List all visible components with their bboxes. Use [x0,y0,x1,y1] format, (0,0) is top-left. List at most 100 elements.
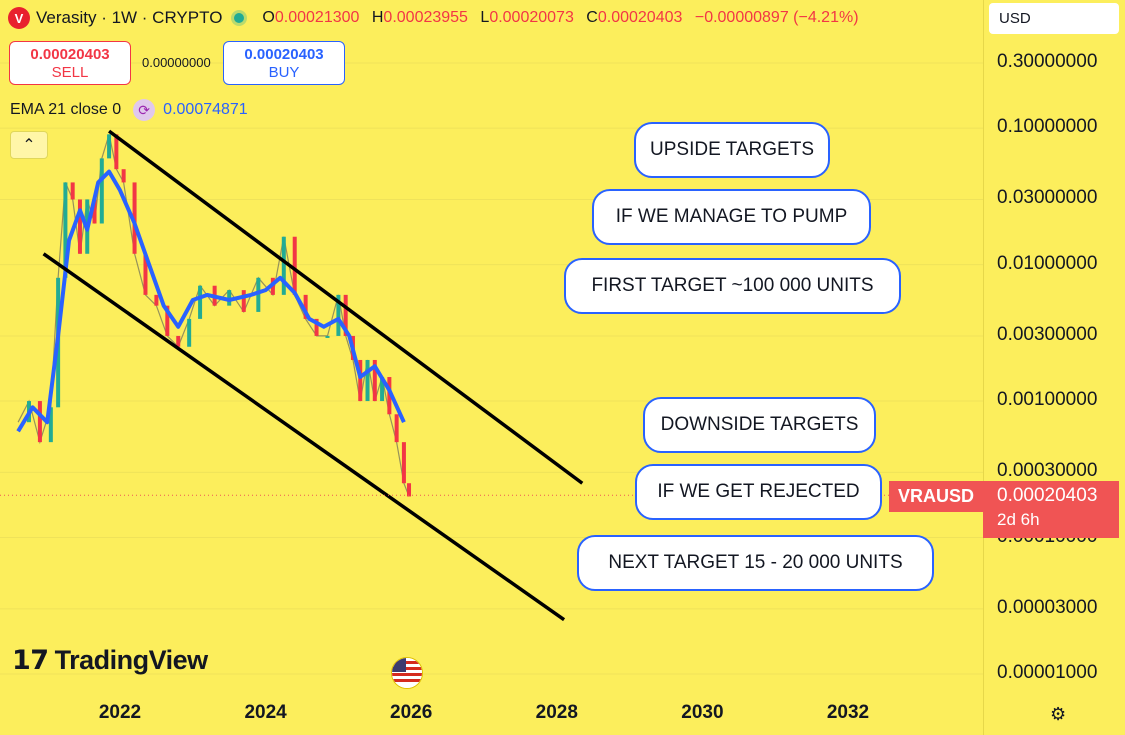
y-tick-label-4: 0.00300000 [997,323,1098,345]
price-candle-19 [187,318,192,347]
last-price-tag: 0.00020403 2d 6h [983,481,1119,538]
price-candle-16 [154,294,159,306]
x-tick-label-0: 2022 [98,702,142,723]
price-candle-22 [227,290,232,306]
price-candle-5 [63,182,68,278]
currency-select[interactable]: USD [989,3,1119,34]
y-tick-label-0: 0.30000000 [997,51,1098,72]
axis-settings-icon[interactable]: ⚙ [1050,704,1067,724]
spread-value: 0.00000000 [142,55,211,70]
sell-label: SELL [51,64,89,81]
y-tick-label-9: 0.00001000 [997,662,1098,683]
buy-button[interactable]: 0.00020403 BUY [223,41,345,85]
price-candle-30 [325,335,330,338]
buy-label: BUY [268,64,300,81]
low-label: L [480,9,490,26]
market-open-icon [234,13,245,23]
price-candle-39 [394,414,399,443]
x-tick-label-3: 2028 [535,702,578,723]
verasity-logo-icon: V [8,7,30,29]
price-candle-26 [281,236,286,295]
price-chart[interactable] [0,0,983,735]
symbol-header: V Verasity · 1W · CRYPTO O0.00021300 H0.… [8,6,859,30]
tradingview-logo[interactable]: 𝟭𝟳 TradingView [12,645,208,676]
sell-price: 0.00020403 [30,46,110,63]
price-candle-9 [92,199,97,224]
price-candle-27 [292,236,297,295]
us-flag-event-icon[interactable] [391,657,423,689]
price-candle-10 [99,158,104,224]
price-candle-29 [314,318,319,336]
price-candle-20 [198,285,203,319]
price-candle-3 [48,407,53,443]
symbol-title[interactable]: Verasity · 1W · CRYPTO [36,8,223,27]
y-tick-label-5: 0.00100000 [997,389,1098,411]
x-tick-label-1: 2024 [244,702,287,723]
last-price-value: 0.00020403 [997,485,1098,506]
ohlc-values: O0.00021300 H0.00023955 L0.00020073 C0.0… [254,9,858,27]
channel-upper-line [108,129,584,485]
channel-lower-line [42,252,566,622]
ema-legend[interactable]: EMA 21 close 0 ⟳ 0.00074871 [10,99,248,121]
tradingview-mark-icon: 𝟭𝟳 [12,645,49,675]
chevron-up-icon: ⌃ [22,137,36,154]
open-value: 0.00021300 [274,9,360,26]
price-candle-38 [387,377,392,415]
close-value: 0.00020403 [597,9,683,26]
price-candle-41 [407,483,412,497]
price-candle-12 [114,134,119,170]
price-axis[interactable] [983,0,1125,735]
low-value: 0.00020073 [489,9,574,26]
y-tick-label-8: 0.00003000 [997,596,1098,618]
price-candle-6 [70,182,75,200]
price-candle-17 [165,305,170,336]
price-candle-37 [380,377,385,402]
high-value: 0.00023955 [383,9,468,26]
loading-icon: ⟳ [133,99,156,121]
annotation-next-target[interactable]: NEXT TARGET 15 - 20 000 UNITS [577,535,934,591]
close-label: C [586,9,598,26]
flag-graphic [392,658,422,688]
high-label: H [371,9,384,26]
price-candle-32 [343,294,348,336]
ema-label: EMA 21 close 0 [10,101,122,118]
y-tick-label-6: 0.00030000 [997,460,1098,482]
price-candle-40 [401,442,406,484]
ema-line [16,169,406,433]
price-candle-36 [372,359,377,402]
y-tick-label-2: 0.03000000 [997,187,1098,209]
y-tick-label-1: 0.10000000 [997,116,1098,138]
price-series-line [17,134,410,497]
price-candle-23 [241,290,246,312]
price-candle-11 [107,134,112,159]
x-tick-label-2: 2026 [390,702,433,723]
open-label: O [262,9,275,26]
collapse-legend-button[interactable]: ⌃ [10,131,48,159]
change-value: −0.00000897 (−4.21%) [694,9,859,26]
symbol-price-tag: VRAUSD [889,481,983,512]
x-tick-label-4: 2030 [681,702,724,723]
annotation-first-target[interactable]: FIRST TARGET ~100 000 UNITS [564,258,901,314]
annotation-if-rejected[interactable]: IF WE GET REJECTED [635,464,882,520]
annotation-if-pump[interactable]: IF WE MANAGE TO PUMP [592,189,871,245]
bar-countdown: 2d 6h [997,510,1040,529]
price-candle-14 [132,182,137,254]
price-candle-13 [121,169,126,183]
price-candle-34 [358,359,363,402]
chart-grid [0,62,983,675]
price-candle-28 [303,294,308,319]
price-candle-2 [37,401,42,443]
buy-price: 0.00020403 [244,46,324,63]
price-candle-31 [336,294,341,336]
price-candle-35 [365,359,370,402]
annotation-upside-targets[interactable]: UPSIDE TARGETS [634,122,830,178]
price-candle-15 [143,253,148,295]
ema-value: 0.00074871 [163,101,248,118]
y-tick-label-3: 0.01000000 [997,252,1098,274]
sell-button[interactable]: 0.00020403 SELL [9,41,131,85]
price-candle-7 [77,199,82,254]
price-candle-24 [256,277,261,312]
annotation-downside-targets[interactable]: DOWNSIDE TARGETS [643,397,876,453]
x-tick-label-5: 2032 [826,702,870,723]
brand-name: TradingView [54,645,209,675]
